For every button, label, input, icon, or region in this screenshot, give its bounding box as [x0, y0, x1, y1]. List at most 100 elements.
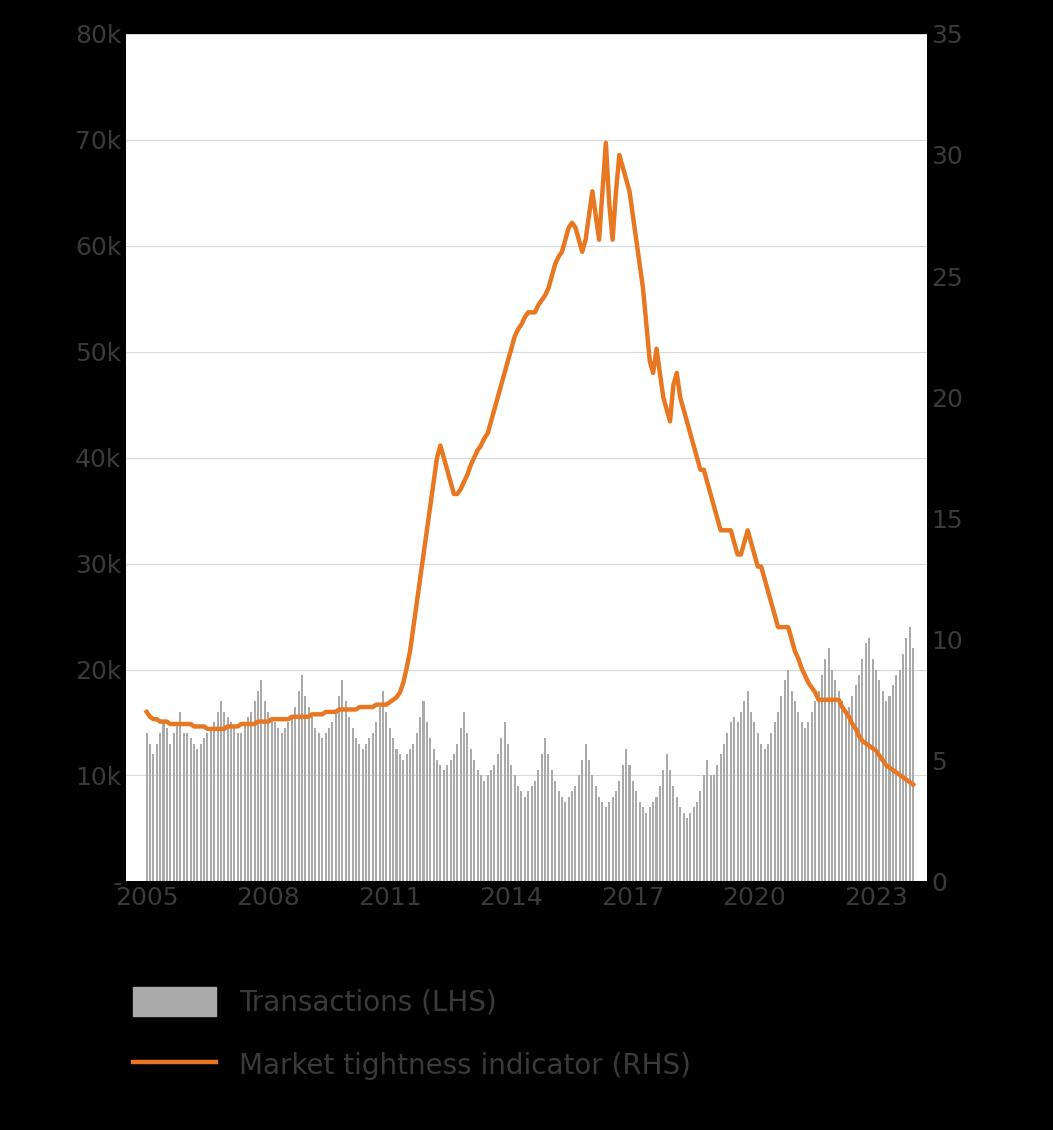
Bar	[690, 812, 691, 881]
Bar	[413, 744, 415, 881]
Bar	[531, 786, 533, 881]
Bar	[604, 807, 607, 881]
Bar	[615, 791, 617, 881]
Bar	[757, 733, 759, 881]
Bar	[379, 706, 380, 881]
Bar	[763, 749, 766, 881]
Bar	[696, 802, 698, 881]
Bar	[892, 686, 894, 881]
Bar	[477, 771, 478, 881]
Bar	[561, 797, 563, 881]
Bar	[544, 738, 547, 881]
Bar	[727, 733, 729, 881]
Bar	[243, 722, 245, 881]
Bar	[480, 775, 482, 881]
Bar	[257, 690, 259, 881]
Bar	[760, 744, 762, 881]
Bar	[642, 807, 644, 881]
Bar	[747, 690, 749, 881]
Bar	[774, 722, 776, 881]
Bar	[307, 706, 310, 881]
Bar	[848, 706, 850, 881]
Bar	[148, 744, 151, 881]
Bar	[298, 690, 300, 881]
Bar	[528, 791, 530, 881]
Bar	[145, 733, 147, 881]
Bar	[699, 791, 701, 881]
Bar	[375, 722, 377, 881]
Bar	[865, 643, 867, 881]
Bar	[811, 712, 813, 881]
Bar	[632, 781, 634, 881]
Bar	[503, 722, 505, 881]
Bar	[828, 649, 830, 881]
Bar	[571, 791, 573, 881]
Bar	[186, 733, 188, 881]
Bar	[405, 755, 408, 881]
Bar	[730, 722, 732, 881]
Bar	[568, 797, 570, 881]
Bar	[881, 690, 883, 881]
Bar	[281, 733, 282, 881]
Bar	[260, 680, 262, 881]
Bar	[223, 712, 225, 881]
Bar	[311, 718, 313, 881]
Bar	[301, 675, 303, 881]
Bar	[332, 722, 334, 881]
Bar	[645, 812, 648, 881]
Bar	[389, 728, 391, 881]
Bar	[662, 771, 664, 881]
Bar	[402, 759, 404, 881]
Bar	[609, 802, 611, 881]
Bar	[497, 755, 499, 881]
Bar	[324, 733, 326, 881]
Bar	[618, 781, 620, 881]
Bar	[869, 637, 870, 881]
Bar	[490, 771, 492, 881]
Bar	[173, 733, 175, 881]
Bar	[588, 759, 590, 881]
Bar	[702, 775, 704, 881]
Bar	[341, 680, 343, 881]
Bar	[439, 765, 441, 881]
Bar	[170, 744, 172, 881]
Bar	[693, 807, 695, 881]
Bar	[274, 722, 276, 881]
Bar	[902, 653, 905, 881]
Bar	[483, 781, 485, 881]
Bar	[558, 791, 559, 881]
Bar	[537, 771, 539, 881]
Bar	[625, 749, 628, 881]
Bar	[254, 702, 256, 881]
Bar	[710, 775, 712, 881]
Bar	[166, 728, 167, 881]
Bar	[237, 733, 239, 881]
Bar	[895, 675, 897, 881]
Bar	[638, 802, 640, 881]
Bar	[473, 759, 475, 881]
Bar	[824, 659, 827, 881]
Bar	[335, 712, 337, 881]
Bar	[912, 649, 914, 881]
Bar	[369, 738, 371, 881]
Bar	[771, 733, 772, 881]
Bar	[358, 744, 360, 881]
Bar	[486, 775, 489, 881]
Bar	[612, 797, 614, 881]
Bar	[470, 749, 472, 881]
Bar	[251, 712, 253, 881]
Bar	[287, 722, 290, 881]
Bar	[190, 738, 192, 881]
Bar	[206, 733, 208, 881]
Bar	[517, 786, 519, 881]
Bar	[652, 802, 654, 881]
Bar	[740, 712, 742, 881]
Bar	[713, 775, 715, 881]
Bar	[831, 669, 833, 881]
Bar	[453, 755, 455, 881]
Bar	[277, 728, 279, 881]
Bar	[804, 728, 807, 881]
Bar	[365, 744, 367, 881]
Bar	[271, 718, 273, 881]
Bar	[601, 802, 603, 881]
